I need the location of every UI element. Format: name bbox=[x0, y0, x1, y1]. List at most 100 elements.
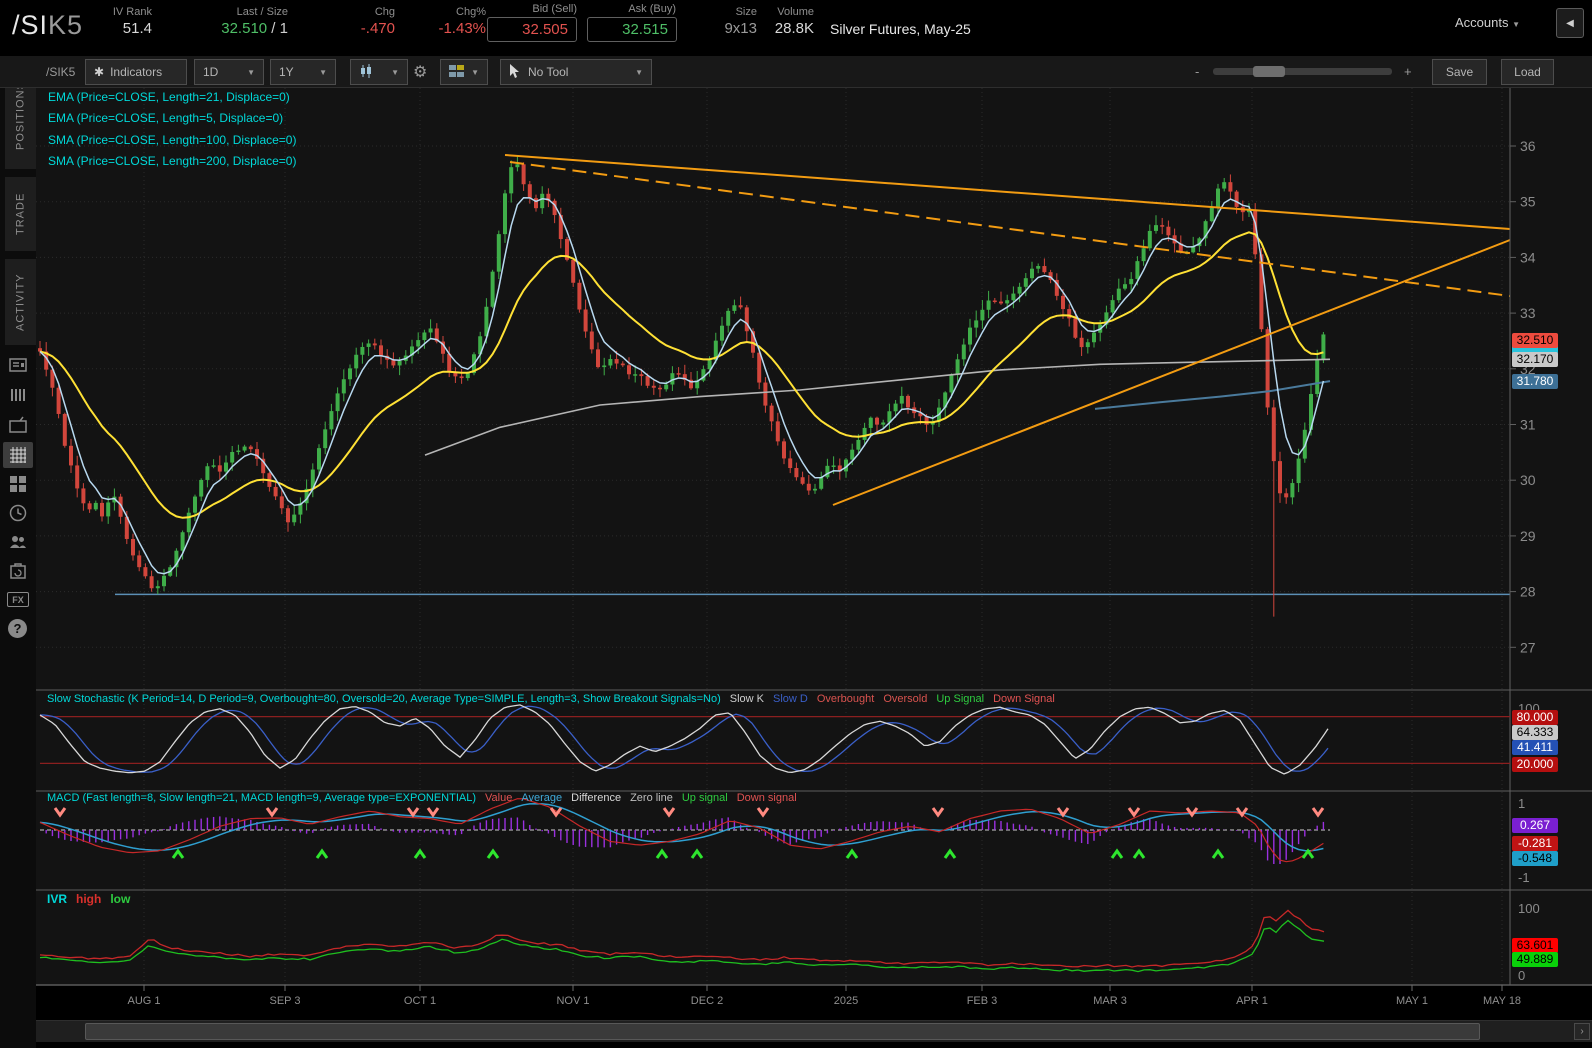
accounts-dropdown[interactable]: Accounts ▼ bbox=[1454, 15, 1520, 30]
sidebar-tab-trade[interactable]: TRADE bbox=[5, 177, 36, 251]
ivr-low-badge: 49.889 bbox=[1512, 952, 1558, 967]
legend-item: low bbox=[110, 892, 131, 906]
svg-text:36: 36 bbox=[1520, 138, 1536, 154]
chart-toolbar: /SIK5 ✱ Indicators 1D ▼ 1Y ▼ ▼ ⚙ ▼ No Tool… bbox=[0, 56, 1592, 88]
svg-text:SEP 3: SEP 3 bbox=[270, 995, 301, 1007]
chevron-down-icon: ▼ bbox=[1512, 20, 1520, 29]
scrollbar-thumb[interactable] bbox=[85, 1023, 1480, 1040]
ivr-legend: IVR high low bbox=[47, 892, 139, 906]
svg-text:35: 35 bbox=[1520, 194, 1536, 210]
bid-button[interactable]: 32.505 bbox=[487, 17, 577, 42]
svg-text:31: 31 bbox=[1520, 417, 1536, 433]
indicators-flask-icon: ✱ bbox=[94, 65, 105, 79]
tv-monitor-icon[interactable] bbox=[9, 416, 27, 434]
svg-text:100: 100 bbox=[1518, 901, 1540, 916]
legend-item: Zero line bbox=[630, 792, 673, 804]
legend-item: Down Signal bbox=[993, 693, 1055, 705]
svg-text:NOV 1: NOV 1 bbox=[556, 995, 589, 1007]
svg-text:MAY 1: MAY 1 bbox=[1396, 995, 1428, 1007]
replay-box-icon[interactable] bbox=[9, 562, 27, 580]
settings-gear-icon[interactable]: ⚙ bbox=[413, 64, 428, 81]
sma100-value-badge: 32.170 bbox=[1512, 352, 1558, 368]
zoom-slider-track[interactable] bbox=[1213, 68, 1392, 75]
zoom-in-button[interactable]: + bbox=[1404, 64, 1412, 79]
range-dropdown[interactable]: 1Y ▼ bbox=[270, 59, 336, 85]
sma200-value-badge: 31.780 bbox=[1512, 374, 1558, 390]
svg-text:APR 1: APR 1 bbox=[1236, 995, 1268, 1007]
chevron-down-icon: ▼ bbox=[319, 67, 327, 77]
stoch-oversold-badge: 20.000 bbox=[1512, 757, 1558, 772]
volume-value: 28.8K bbox=[774, 20, 814, 37]
chevron-down-icon: ▼ bbox=[391, 67, 399, 77]
chg-label: Chg bbox=[374, 6, 395, 18]
legend-item: Average bbox=[521, 792, 563, 804]
legend-item: Slow K bbox=[729, 693, 764, 705]
svg-text:34: 34 bbox=[1520, 249, 1536, 265]
panel-study-label[interactable]: IVR bbox=[47, 892, 68, 906]
horizontal-scrollbar[interactable]: ‹ › bbox=[0, 1020, 1592, 1042]
study-label-sma100[interactable]: SMA (Price=CLOSE, Length=100, Displace=0… bbox=[48, 133, 297, 147]
stoch-d-badge: 41.411 bbox=[1512, 740, 1558, 755]
legend-item: Slow D bbox=[773, 693, 808, 705]
collapse-panel-button[interactable]: ◀ bbox=[1556, 8, 1584, 38]
legend-item: Difference bbox=[571, 792, 622, 804]
grid-layout-dropdown[interactable]: ▼ bbox=[440, 59, 488, 85]
macd-avg-badge: -0.548 bbox=[1512, 851, 1558, 866]
ivr-high-badge: 63.601 bbox=[1512, 938, 1558, 953]
symbol-title: /SIK5 bbox=[12, 10, 84, 40]
community-people-icon[interactable] bbox=[9, 533, 27, 551]
svg-text:DEC 2: DEC 2 bbox=[691, 995, 723, 1007]
chevron-down-icon: ▼ bbox=[247, 67, 255, 77]
svg-text:AUG 1: AUG 1 bbox=[127, 995, 160, 1007]
clock-icon[interactable] bbox=[9, 504, 27, 522]
indicators-button[interactable]: ✱ Indicators bbox=[85, 59, 187, 85]
zoom-slider-thumb[interactable] bbox=[1253, 66, 1285, 77]
study-label-ema21[interactable]: EMA (Price=CLOSE, Length=21, Displace=0) bbox=[48, 90, 290, 104]
stoch-k-badge: 64.333 bbox=[1512, 725, 1558, 740]
chg-value: -.470 bbox=[360, 20, 395, 37]
news-icon[interactable] bbox=[9, 356, 27, 374]
drawing-tool-dropdown[interactable]: No Tool ▼ bbox=[500, 59, 652, 85]
timeframe-dropdown[interactable]: 1D ▼ bbox=[194, 59, 264, 85]
help-icon[interactable]: ? bbox=[8, 619, 27, 638]
macd-legend: MACD (Fast length=8, Slow length=21, MAC… bbox=[47, 792, 806, 804]
chevron-left-icon: ◀ bbox=[1566, 18, 1574, 29]
fx-icon[interactable]: FX bbox=[7, 592, 29, 607]
svg-text:33: 33 bbox=[1520, 305, 1536, 321]
panel-study-label[interactable]: Slow Stochastic (K Period=14, D Period=9… bbox=[47, 693, 721, 705]
legend-item: Oversold bbox=[883, 693, 928, 705]
svg-text:OCT 1: OCT 1 bbox=[404, 995, 436, 1007]
ask-button[interactable]: 32.515 bbox=[587, 17, 677, 42]
svg-text:29: 29 bbox=[1520, 528, 1536, 544]
chart-grid-icon[interactable] bbox=[9, 446, 27, 464]
chevron-down-icon: ▼ bbox=[635, 67, 643, 77]
legend-item: high bbox=[76, 892, 102, 906]
chart-tab-active-bg bbox=[3, 442, 33, 468]
stoch-legend: Slow Stochastic (K Period=14, D Period=9… bbox=[47, 693, 1064, 705]
panel-study-label[interactable]: MACD (Fast length=8, Slow length=21, MAC… bbox=[47, 792, 477, 804]
scroll-right-arrow[interactable]: › bbox=[1574, 1023, 1590, 1040]
chart-type-dropdown[interactable]: ▼ bbox=[350, 59, 408, 85]
size-label: Size bbox=[735, 6, 757, 18]
study-label-sma200[interactable]: SMA (Price=CLOSE, Length=200, Displace=0… bbox=[48, 154, 297, 168]
zoom-out-button[interactable]: - bbox=[1195, 64, 1200, 79]
last-size-label: Last / Size bbox=[236, 6, 288, 18]
load-button[interactable]: Load bbox=[1501, 59, 1554, 85]
grid-squares-icon[interactable] bbox=[9, 475, 27, 493]
legend-item: Overbought bbox=[816, 693, 875, 705]
macd-diff-badge: 0.267 bbox=[1512, 818, 1558, 833]
save-button[interactable]: Save bbox=[1432, 59, 1487, 85]
svg-text:2025: 2025 bbox=[834, 995, 858, 1007]
grid-layout-icon bbox=[449, 64, 464, 81]
left-sidebar: POSITIONS TRADE ACTIVITY FX ? bbox=[0, 56, 36, 1048]
svg-text:30: 30 bbox=[1520, 472, 1536, 488]
ask-label: Ask (Buy) bbox=[628, 3, 676, 15]
svg-text:MAR 3: MAR 3 bbox=[1093, 995, 1127, 1007]
sidebar-tab-activity[interactable]: ACTIVITY bbox=[5, 259, 36, 345]
macd-value-badge: -0.281 bbox=[1512, 836, 1558, 851]
study-label-ema5[interactable]: EMA (Price=CLOSE, Length=5, Displace=0) bbox=[48, 111, 284, 125]
chevron-down-icon: ▼ bbox=[471, 67, 479, 77]
watchlist-columns-icon[interactable] bbox=[9, 386, 27, 404]
legend-item: Up Signal bbox=[936, 693, 985, 705]
